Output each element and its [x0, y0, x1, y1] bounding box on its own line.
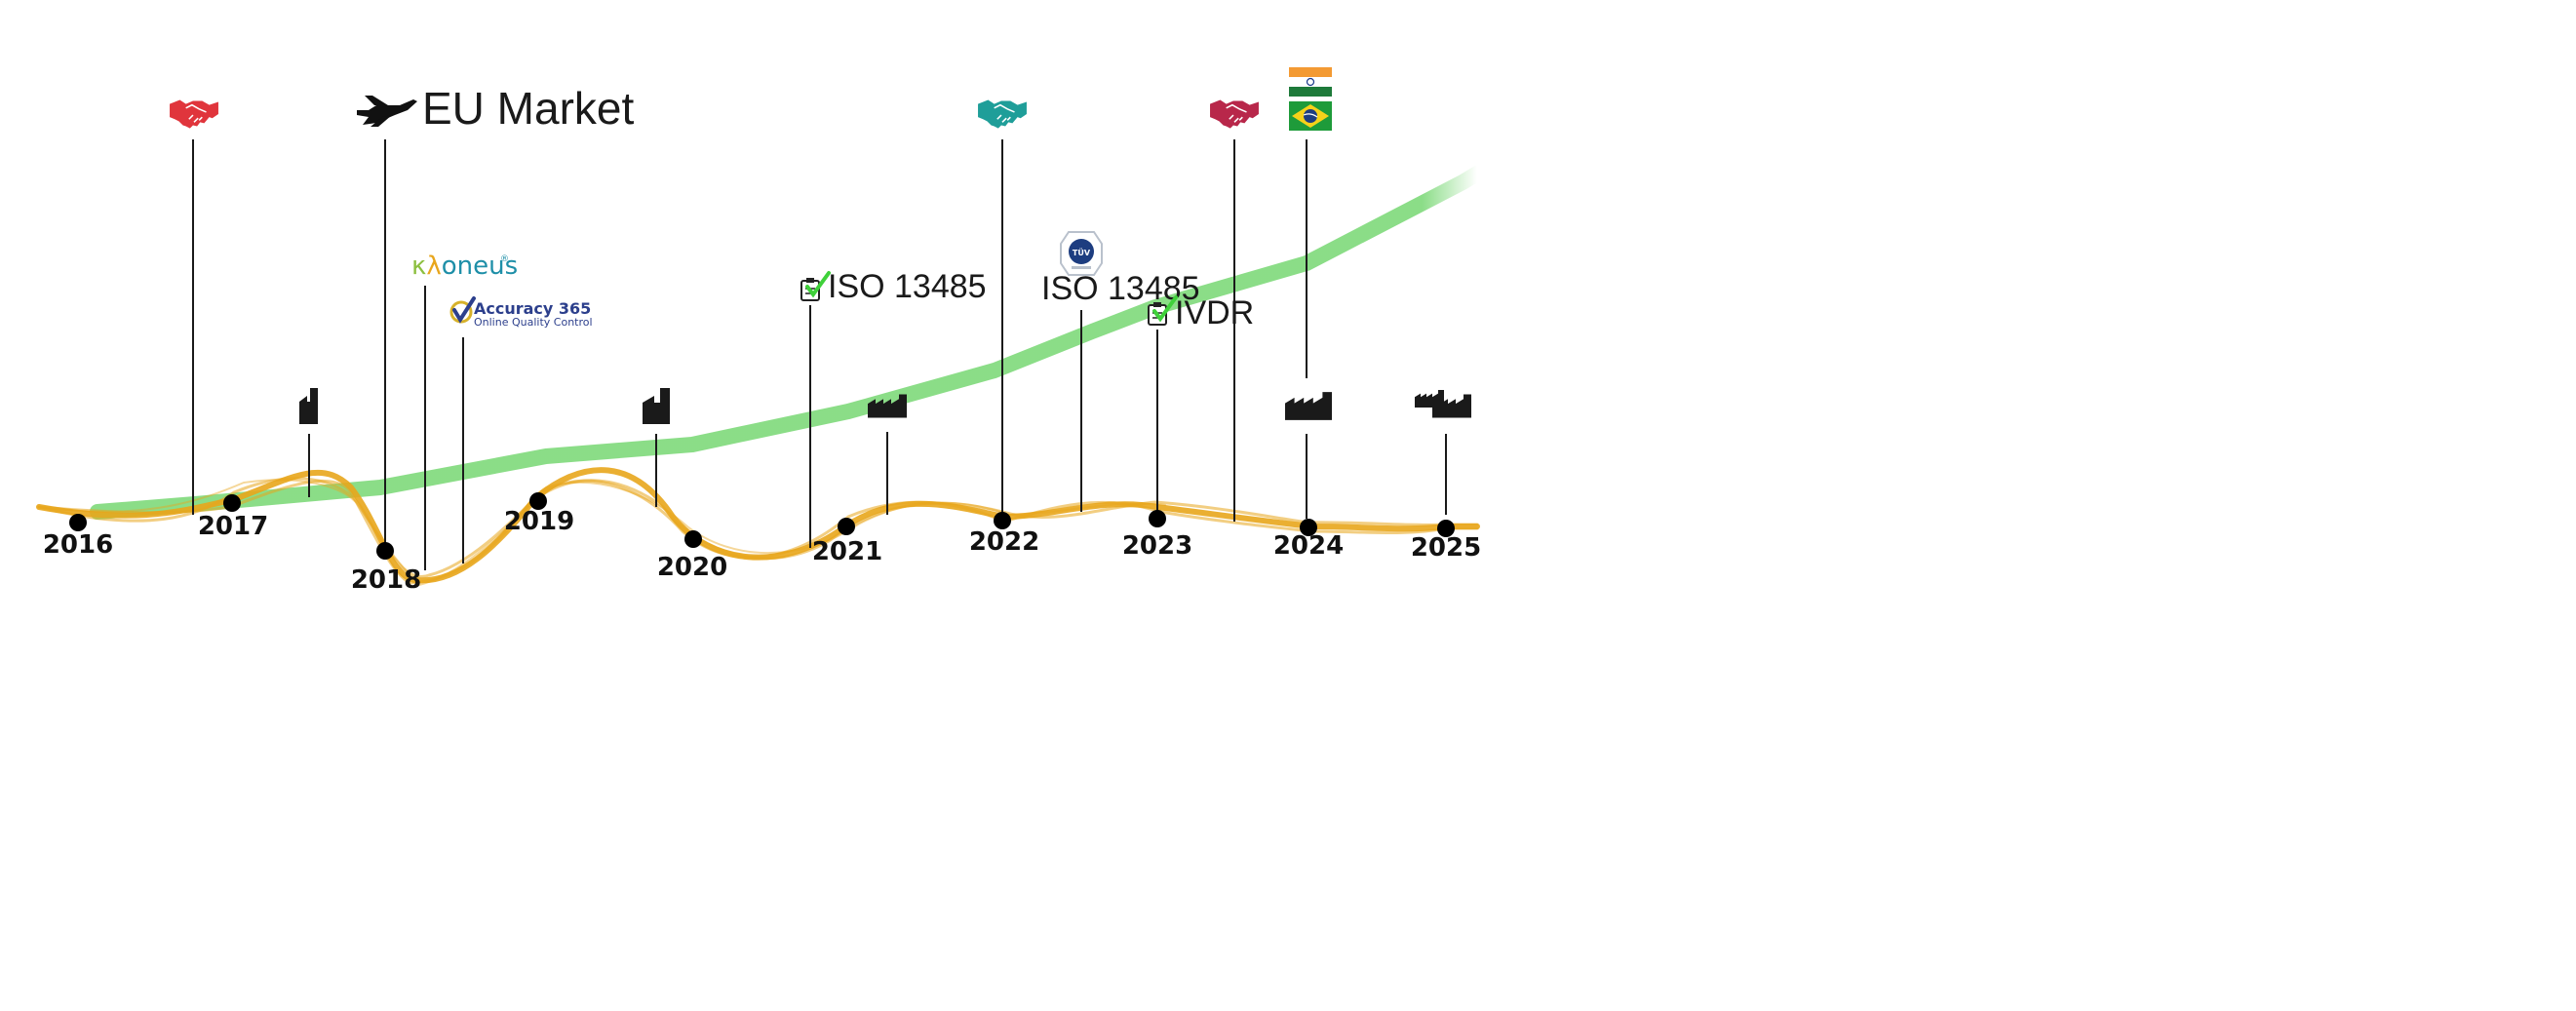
golden-ribbon	[36, 467, 1480, 587]
year-label-2016: 2016	[43, 530, 113, 560]
clipboard-check-icon	[800, 271, 831, 301]
accuracy-365-title: Accuracy 365	[474, 299, 591, 318]
handshake-icon	[977, 98, 1028, 130]
year-label-2020: 2020	[657, 553, 727, 582]
growth-trend-line	[90, 166, 1485, 520]
year-dot-2021	[838, 518, 855, 535]
factory-icon	[1285, 392, 1332, 420]
kloneus-logo: κλoneus ®	[411, 252, 518, 281]
tuv-seal-text: TÜV	[1073, 248, 1091, 257]
airplane-icon	[357, 96, 417, 127]
year-label-2023: 2023	[1122, 531, 1192, 561]
year-dot-2018	[376, 542, 394, 560]
year-markers	[69, 492, 1455, 560]
brazil-flag-icon	[1289, 101, 1332, 131]
year-label-2021: 2021	[812, 537, 882, 566]
year-label-2024: 2024	[1273, 531, 1344, 561]
year-dot-2022	[994, 512, 1011, 529]
ivdr-label: IVDR	[1175, 294, 1254, 331]
handshake-icon	[169, 98, 219, 130]
year-label-2025: 2025	[1411, 533, 1481, 563]
year-label-2019: 2019	[504, 507, 574, 536]
accuracy-365-logo: Accuracy 365 Online Quality Control	[449, 296, 593, 329]
eu-market-label: EU Market	[422, 83, 634, 134]
factory-icon	[299, 388, 318, 424]
tuv-seal-icon: TÜV	[1060, 231, 1103, 276]
year-labels: 2016 2017 2018 2019 2020 2021 2022 2023 …	[43, 507, 1481, 595]
year-dot-2024	[1300, 519, 1317, 536]
year-label-2018: 2018	[351, 565, 421, 595]
milestone-connectors	[192, 139, 1447, 570]
year-dot-2020	[684, 530, 702, 548]
handshake-icon	[1209, 98, 1260, 130]
year-label-2022: 2022	[969, 527, 1039, 557]
year-dot-2019	[529, 492, 547, 510]
accuracy-365-subtitle: Online Quality Control	[474, 316, 593, 329]
svg-text:®: ®	[500, 254, 509, 264]
year-dot-2016	[69, 514, 87, 531]
year-label-2017: 2017	[198, 512, 268, 541]
factory-icon	[643, 388, 670, 424]
svg-text:κλoneus: κλoneus	[411, 252, 518, 281]
india-flag-icon	[1289, 67, 1332, 97]
year-dot-2023	[1149, 510, 1166, 527]
clipboard-check-icon	[1148, 295, 1178, 326]
iso-13485-label: ISO 13485	[828, 268, 987, 305]
year-dot-2025	[1437, 520, 1455, 537]
year-dot-2017	[223, 494, 241, 512]
